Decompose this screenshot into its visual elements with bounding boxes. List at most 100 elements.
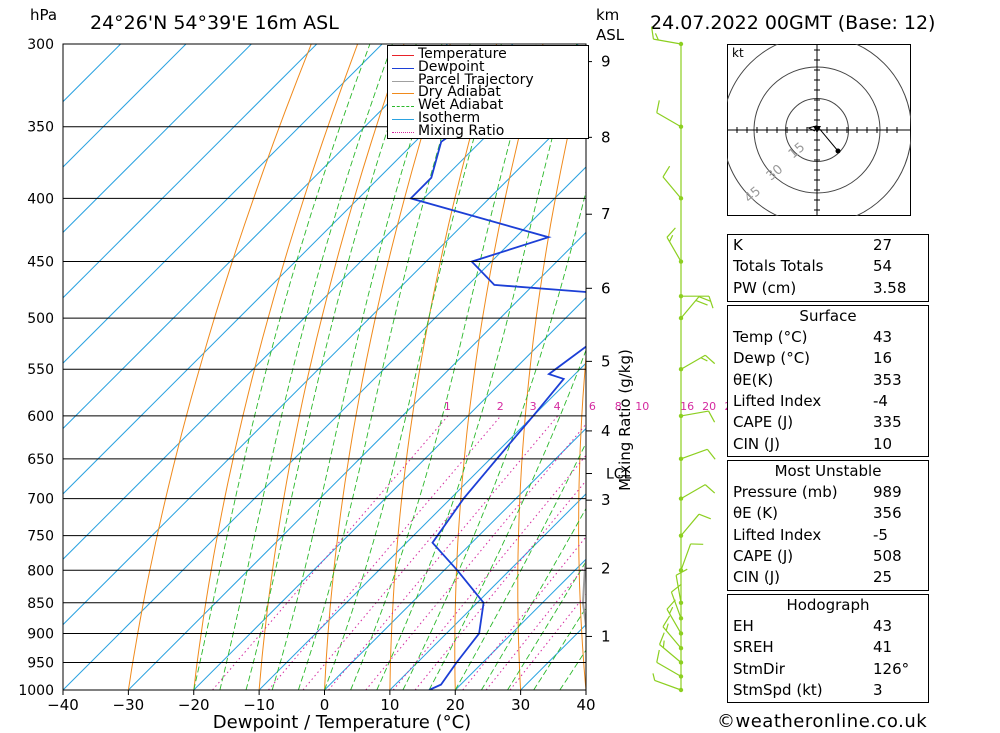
panel-row: Lifted Index -4 bbox=[728, 391, 928, 412]
panel-row: Pressure (mb) 989 bbox=[728, 482, 928, 503]
wet-adiabat-line bbox=[481, 507, 586, 690]
x-tick-label: −30 bbox=[113, 696, 145, 714]
wind-barb-staff bbox=[680, 354, 706, 370]
mixing-ratio-label: 4 bbox=[554, 400, 561, 413]
legend-item: Dewpoint bbox=[388, 59, 588, 75]
panel-row: K 27 bbox=[728, 235, 928, 256]
wet-adiabat-line bbox=[324, 44, 502, 690]
mixing-ratio-label: 8 bbox=[615, 400, 622, 413]
wind-barb-flag bbox=[708, 410, 716, 423]
panel-row-label: CAPE (J) bbox=[733, 546, 794, 565]
mixing-ratio-label: 1 bbox=[444, 400, 451, 413]
wind-barb-flag bbox=[652, 673, 656, 681]
mixing-ratio-line bbox=[268, 415, 502, 690]
wind-barb-staff bbox=[654, 679, 682, 691]
panel-title: Surface bbox=[799, 307, 857, 325]
panel-row: PW (cm) 3.58 bbox=[728, 278, 928, 299]
isotherm-line bbox=[63, 44, 318, 299]
wind-barb-flag bbox=[698, 296, 711, 302]
wind-barb-staff bbox=[659, 644, 682, 663]
panel-row-value: -4 bbox=[873, 391, 888, 410]
legend-swatch bbox=[392, 106, 414, 108]
panel-row-value: 25 bbox=[873, 568, 893, 587]
hodograph-stats-panel: Hodograph EH 43 SREH 41 StmDir 126° StmSpd (kt)… bbox=[727, 594, 929, 703]
x-tick-label: 40 bbox=[576, 696, 595, 714]
wind-barb-flag bbox=[665, 623, 669, 631]
panel-row-label: Pressure (mb) bbox=[733, 483, 838, 501]
panel-row-value: 508 bbox=[873, 546, 902, 565]
pressure-tick-label: 600 bbox=[27, 409, 54, 425]
panel-row-label: StmSpd (kt) bbox=[733, 680, 823, 699]
wind-barb-flag bbox=[698, 513, 711, 520]
legend-label: Mixing Ratio bbox=[418, 122, 505, 139]
pressure-tick-label: 1000 bbox=[18, 683, 54, 699]
pressure-tick-label: 900 bbox=[27, 626, 54, 642]
panel-row-value: 356 bbox=[873, 504, 902, 523]
panel-row-label: CIN (J) bbox=[733, 568, 781, 587]
lcl-label: LCL bbox=[606, 467, 632, 483]
isotherm-line bbox=[63, 44, 252, 234]
panel-row-value: 335 bbox=[873, 413, 902, 432]
pressure-tick-label: 750 bbox=[27, 529, 54, 545]
wind-barb-flag bbox=[662, 640, 665, 648]
mixing-ratio-line bbox=[212, 415, 449, 690]
km-tick-label: 8 bbox=[601, 128, 611, 146]
km-tick-label: 1 bbox=[601, 627, 611, 645]
isotherm-line bbox=[63, 44, 187, 168]
dry-adiabat-line bbox=[695, 44, 729, 690]
pressure-tick-label: 300 bbox=[27, 37, 54, 53]
isotherm-line bbox=[324, 427, 586, 690]
wet-adiabat-line bbox=[402, 189, 586, 690]
wind-barb-flag bbox=[671, 583, 682, 593]
legend-swatch bbox=[392, 80, 414, 82]
mixing-ratio-label: 20 bbox=[702, 400, 716, 413]
legend-swatch bbox=[392, 119, 414, 120]
isotherm-line bbox=[454, 558, 586, 690]
wind-barb-staff bbox=[666, 237, 682, 262]
legend-item: Temperature bbox=[388, 46, 588, 62]
panel-row: Dewp (°C) 16 bbox=[728, 348, 928, 369]
panel-row: CAPE (J) 335 bbox=[728, 412, 928, 433]
wind-barb-flag bbox=[695, 299, 708, 306]
panel-row: Lifted Index -5 bbox=[728, 525, 928, 546]
wind-barb-flag bbox=[704, 484, 716, 494]
storm-motion-marker bbox=[813, 126, 821, 133]
wind-barb-flag bbox=[654, 33, 659, 41]
panel-row-value: 27 bbox=[873, 236, 893, 254]
wind-barb-flag bbox=[706, 448, 716, 460]
surface-panel: Surface Temp (°C) 43 Dewp (°C) 16 θE(K) 353 Lif… bbox=[727, 305, 929, 457]
panel-row-label: PW (cm) bbox=[733, 278, 797, 297]
pressure-tick-label: 350 bbox=[27, 120, 54, 136]
wet-adiabat-line bbox=[454, 442, 586, 690]
wet-adiabat-line bbox=[428, 348, 586, 690]
panel-row: Temp (°C) 43 bbox=[728, 327, 928, 348]
pressure-tick-label: 650 bbox=[27, 452, 54, 468]
wind-barb-flag bbox=[658, 632, 665, 645]
panel-row-value: 353 bbox=[873, 370, 902, 389]
isotherm-line bbox=[63, 44, 121, 103]
legend-item: Isotherm bbox=[388, 110, 588, 126]
wind-barb-flag bbox=[666, 599, 676, 610]
pressure-tick-label: 850 bbox=[27, 596, 54, 612]
wind-barb-staff bbox=[680, 296, 700, 319]
panel-row: CAPE (J) 508 bbox=[728, 546, 928, 567]
km-tick-label: 6 bbox=[601, 279, 611, 297]
x-tick-label: −10 bbox=[243, 696, 275, 714]
wet-adiabat-line bbox=[219, 44, 393, 690]
most-unstable-panel: Most Unstable Pressure (mb) 989 θE (K) 356 Li… bbox=[727, 460, 929, 591]
dry-adiabat-line bbox=[638, 44, 682, 690]
legend-swatch bbox=[392, 131, 414, 133]
legend-item: Parcel Trajectory bbox=[388, 72, 588, 88]
panel-row-value: 16 bbox=[873, 349, 893, 368]
pressure-tick-label: 800 bbox=[27, 563, 54, 579]
panel-row-label: K bbox=[733, 236, 743, 254]
panel-row: StmDir 126° bbox=[728, 659, 928, 680]
legend-label: Temperature bbox=[418, 46, 507, 62]
dry-adiabat-line bbox=[517, 55, 586, 690]
isotherm-line bbox=[63, 166, 586, 690]
legend-swatch bbox=[392, 67, 414, 69]
wind-barb-staff bbox=[662, 176, 682, 199]
wind-barb-staff bbox=[656, 112, 682, 128]
legend-swatch bbox=[392, 55, 414, 56]
location-title: 24°26'N 54°39'E 16m ASL bbox=[90, 12, 339, 34]
